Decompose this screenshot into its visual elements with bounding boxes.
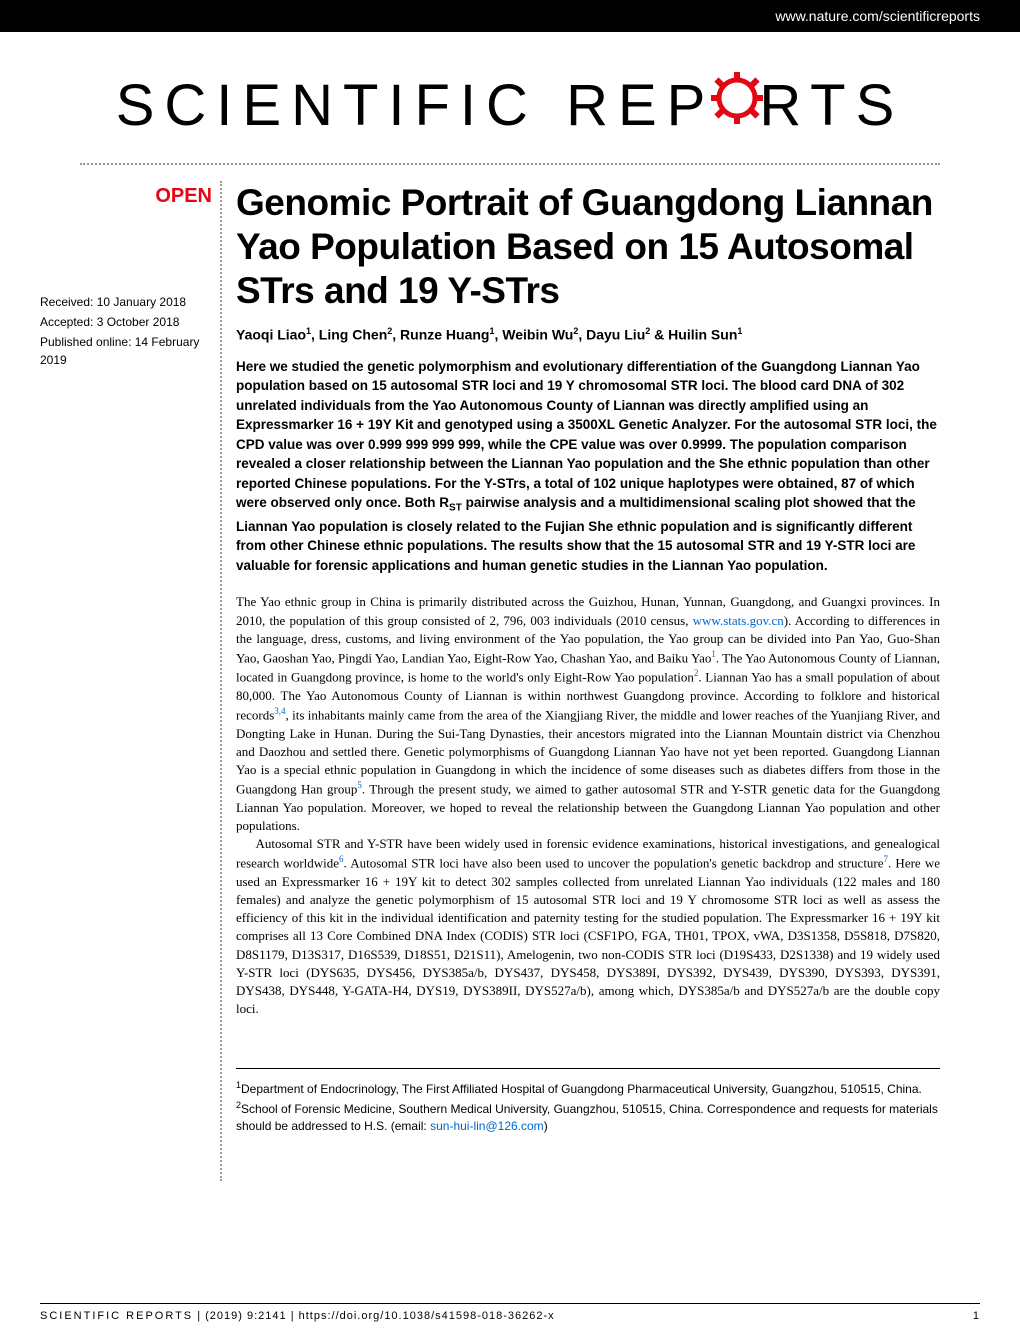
gear-icon bbox=[709, 70, 765, 140]
right-column: Genomic Portrait of Guangdong Liannan Ya… bbox=[236, 181, 940, 1181]
article-title: Genomic Portrait of Guangdong Liannan Ya… bbox=[236, 181, 940, 314]
logo-part1: SCIENTIFIC bbox=[116, 73, 538, 138]
footer-left: SCIENTIFIC REPORTS | (2019) 9:2141 | htt… bbox=[40, 1310, 555, 1322]
footer: SCIENTIFIC REPORTS | (2019) 9:2141 | htt… bbox=[40, 1303, 980, 1322]
site-url[interactable]: www.nature.com/scientificreports bbox=[775, 8, 980, 24]
footer-page-number: 1 bbox=[973, 1310, 980, 1322]
affiliations: 1Department of Endocrinology, The First … bbox=[236, 1068, 940, 1135]
dotted-vertical-rule bbox=[220, 181, 222, 1181]
header-band: www.nature.com/scientificreports bbox=[0, 0, 1020, 32]
body-paragraph-2: Autosomal STR and Y-STR have been widely… bbox=[236, 835, 940, 1018]
main-content: OPEN Received: 10 January 2018 Accepted:… bbox=[0, 181, 1020, 1181]
logo-part3: RTS bbox=[759, 73, 904, 138]
journal-logo: SCIENTIFIC REP RTS bbox=[0, 32, 1020, 155]
publication-dates: Received: 10 January 2018 Accepted: 3 Oc… bbox=[40, 293, 212, 369]
left-column: OPEN Received: 10 January 2018 Accepted:… bbox=[40, 181, 220, 1181]
footer-citation: (2019) 9:2141 | https://doi.org/10.1038/… bbox=[205, 1310, 555, 1322]
open-access-badge: OPEN bbox=[40, 181, 212, 211]
body-paragraph-1: The Yao ethnic group in China is primari… bbox=[236, 593, 940, 835]
accepted-date: Accepted: 3 October 2018 bbox=[40, 313, 212, 331]
footer-journal-name: SCIENTIFIC REPORTS bbox=[40, 1310, 193, 1322]
authors-list: Yaoqi Liao1, Ling Chen2, Runze Huang1, W… bbox=[236, 326, 940, 343]
received-date: Received: 10 January 2018 bbox=[40, 293, 212, 311]
logo-part2: REP bbox=[566, 73, 715, 138]
body-text: The Yao ethnic group in China is primari… bbox=[236, 593, 940, 1018]
published-date: Published online: 14 February 2019 bbox=[40, 333, 212, 369]
abstract: Here we studied the genetic polymorphism… bbox=[236, 357, 940, 576]
dotted-ruler bbox=[80, 163, 940, 165]
